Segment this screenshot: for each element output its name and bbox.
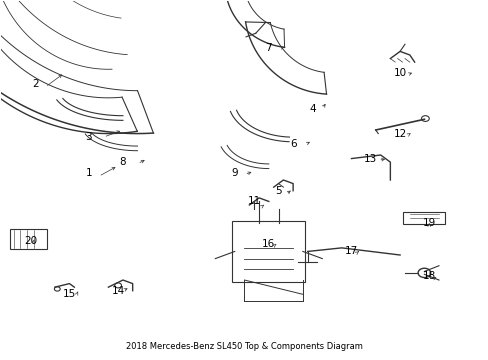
Text: 1: 1 (85, 168, 92, 178)
FancyBboxPatch shape (232, 221, 305, 282)
Text: 15: 15 (62, 289, 76, 299)
Text: 14: 14 (111, 286, 124, 296)
Text: 5: 5 (275, 186, 281, 196)
Text: 2018 Mercedes-Benz SL450 Top & Components Diagram: 2018 Mercedes-Benz SL450 Top & Component… (126, 342, 362, 351)
Text: 6: 6 (289, 139, 296, 149)
FancyBboxPatch shape (403, 212, 445, 224)
Text: 3: 3 (85, 132, 92, 142)
Text: 11: 11 (247, 197, 260, 206)
Text: 2: 2 (32, 78, 39, 89)
Text: 9: 9 (231, 168, 238, 178)
Text: 18: 18 (422, 271, 435, 282)
Text: 12: 12 (393, 129, 406, 139)
Text: 19: 19 (422, 218, 435, 228)
Text: 10: 10 (393, 68, 406, 78)
Text: 20: 20 (24, 236, 37, 246)
Text: 16: 16 (262, 239, 275, 249)
Text: 17: 17 (344, 247, 357, 256)
Text: 4: 4 (308, 104, 315, 113)
Text: 7: 7 (265, 43, 271, 53)
FancyBboxPatch shape (10, 229, 46, 249)
Text: 13: 13 (364, 154, 377, 163)
Text: 8: 8 (120, 157, 126, 167)
